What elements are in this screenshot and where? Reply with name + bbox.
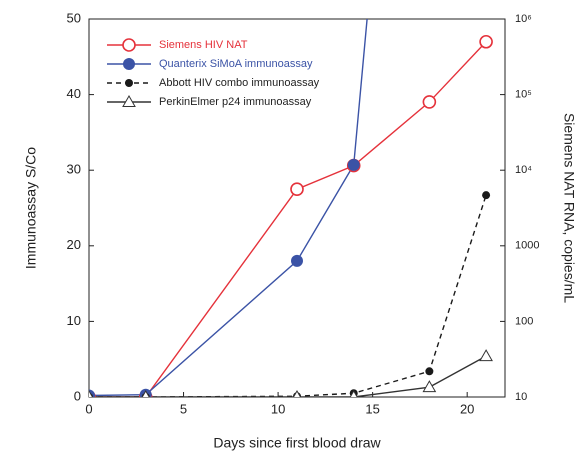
y-tick-label: 0 — [74, 388, 81, 403]
x-tick-label: 20 — [460, 401, 474, 416]
y2-tick-label: 10 — [515, 391, 527, 403]
legend-label: Siemens HIV NAT — [159, 39, 248, 51]
y2-tick-label: 1000 — [515, 240, 539, 252]
marker — [290, 182, 304, 197]
y-tick-label: 50 — [67, 10, 81, 25]
series-line — [89, 194, 487, 397]
y2-tick-label: 10⁴ — [515, 164, 532, 176]
x-axis-title: Days since first blood draw — [213, 435, 381, 451]
legend-marker — [122, 94, 136, 107]
marker — [349, 389, 358, 397]
y2-axis-title: Siemens NAT RNA, copies/mL — [561, 113, 577, 303]
marker — [292, 389, 302, 397]
legend-marker — [122, 38, 136, 52]
plot-area — [89, 19, 493, 397]
marker — [141, 389, 150, 397]
marker — [479, 34, 493, 49]
marker — [479, 349, 493, 362]
y2-tick-label: 10⁶ — [515, 13, 532, 25]
marker — [425, 367, 434, 376]
legend-marker — [125, 79, 133, 87]
marker — [347, 158, 360, 171]
y2-tick-label: 100 — [515, 315, 533, 327]
y-tick-label: 20 — [67, 237, 81, 252]
marker — [482, 191, 491, 200]
marker — [89, 389, 94, 397]
marker — [291, 254, 303, 267]
series-line — [89, 355, 487, 397]
y-tick-label: 10 — [67, 313, 81, 328]
y2-tick-label: 10⁵ — [515, 89, 532, 101]
marker — [422, 95, 437, 109]
legend-marker — [123, 58, 135, 70]
x-tick-label: 15 — [365, 401, 379, 416]
series-line — [89, 41, 487, 397]
y-axis-title: Immunoassay S/Co — [23, 147, 39, 269]
y-tick-label: 30 — [67, 162, 81, 177]
x-tick-label: 0 — [85, 401, 92, 416]
legend-label: PerkinElmer p24 immunoassay — [159, 96, 312, 108]
legend-label: Abbott HIV combo immunoassay — [159, 77, 320, 89]
x-tick-label: 5 — [180, 401, 187, 416]
legend-label: Quanterix SiMoA immunoassay — [159, 58, 313, 70]
marker — [422, 380, 437, 393]
y-tick-label: 40 — [67, 86, 81, 101]
plot-frame — [88, 18, 506, 398]
x-tick-label: 10 — [271, 401, 285, 416]
